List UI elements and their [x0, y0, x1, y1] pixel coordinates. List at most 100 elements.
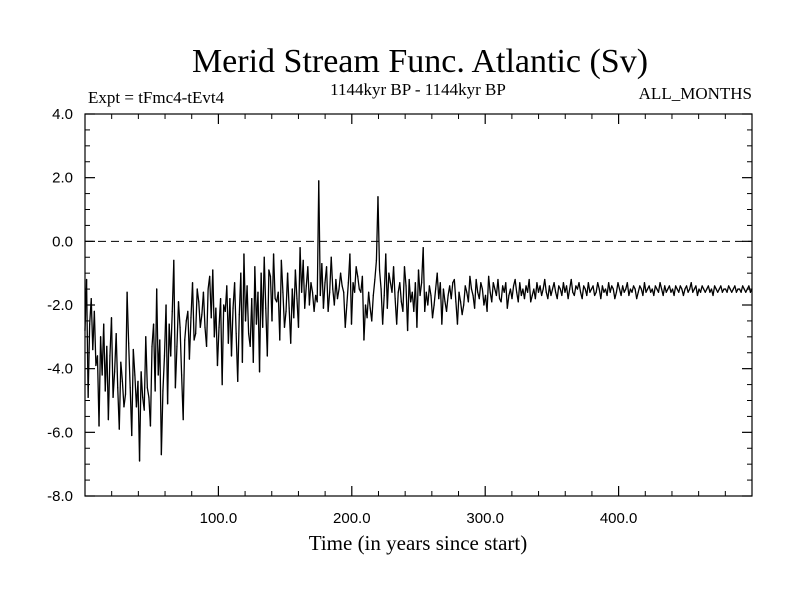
- series-segment: [707, 285, 711, 293]
- series-segment: [534, 282, 538, 300]
- series-segment: [637, 285, 641, 293]
- series-segment: [478, 282, 482, 300]
- series-segment: [617, 282, 621, 290]
- series-segment: [367, 291, 371, 309]
- series-segment: [469, 275, 473, 290]
- series-segment: [107, 355, 111, 421]
- series-segment: [110, 317, 114, 398]
- series-segment: [636, 291, 639, 300]
- series-segment: [433, 288, 437, 306]
- series-segment: [308, 282, 312, 306]
- series-segment: [146, 387, 150, 398]
- series-segment: [282, 291, 286, 328]
- y-tick-label: -4.0: [47, 361, 73, 378]
- series-segment: [173, 259, 177, 389]
- series-segment: [302, 259, 306, 309]
- series-segment: [567, 288, 571, 300]
- series-segment: [283, 310, 287, 328]
- series-segment: [361, 275, 365, 341]
- series-segment: [386, 272, 390, 309]
- series-segment: [467, 275, 471, 303]
- series-segment: [696, 288, 700, 297]
- series-segment: [170, 310, 173, 357]
- series-segment: [318, 180, 321, 297]
- y-tick-label: -8.0: [47, 488, 73, 505]
- series-segment: [690, 282, 694, 293]
- series-segment: [120, 361, 124, 383]
- y-tick-label: 2.0: [52, 170, 73, 187]
- series-segment: [126, 291, 130, 344]
- series-segment: [279, 259, 283, 341]
- series-segment: [327, 291, 331, 313]
- series-segment: [294, 269, 298, 300]
- series-segment: [388, 272, 392, 284]
- series-segment: [241, 253, 245, 363]
- series-segment: [544, 278, 547, 293]
- series-segment: [408, 278, 412, 303]
- series-segment: [156, 288, 159, 376]
- series-segment: [199, 313, 203, 328]
- x-tick-label: 200.0: [333, 510, 371, 527]
- expt-label: Expt = tFmc4-tEvt4: [88, 88, 225, 107]
- series-segment: [191, 282, 195, 341]
- series-segment: [198, 301, 201, 328]
- series-segment: [600, 285, 604, 300]
- plot-frame: [84, 113, 753, 497]
- series-segment: [530, 294, 533, 303]
- series-segment: [712, 285, 716, 297]
- series-segment: [266, 269, 270, 357]
- series-segment: [581, 285, 585, 300]
- series-segment: [377, 196, 381, 271]
- series-segment: [430, 294, 434, 319]
- series-segment: [346, 282, 350, 306]
- series-segment: [216, 326, 220, 367]
- series-segment: [254, 266, 258, 325]
- series-segment: [475, 278, 479, 293]
- series-segment: [252, 266, 256, 363]
- series-segment: [382, 294, 385, 325]
- series-segment: [648, 285, 652, 293]
- series-segment: [453, 278, 457, 303]
- series-segment: [491, 282, 494, 303]
- series-segment: [682, 288, 686, 297]
- series-segment: [431, 304, 435, 319]
- series-segment: [313, 294, 317, 313]
- series-segment: [230, 307, 234, 357]
- series-segment: [160, 390, 164, 456]
- series-segment: [480, 282, 484, 290]
- series-segment: [399, 282, 403, 303]
- series-segment: [673, 285, 677, 297]
- y-tick-label: 4.0: [52, 106, 73, 123]
- series-segment: [132, 348, 136, 376]
- series-segment: [436, 272, 440, 300]
- series-segment: [505, 282, 508, 309]
- series-segment: [193, 332, 197, 341]
- series-segment: [322, 282, 326, 309]
- series-layer: [84, 180, 753, 462]
- series-segment: [597, 282, 600, 290]
- series-segment: [124, 291, 128, 395]
- series-segment: [653, 285, 657, 297]
- y-tick-label: -6.0: [47, 424, 73, 441]
- series-segment: [145, 336, 148, 389]
- series-segment: [500, 285, 504, 303]
- series-segment: [268, 269, 272, 278]
- series-segment: [422, 247, 426, 313]
- series-segment: [188, 317, 192, 360]
- series-segment: [372, 278, 376, 297]
- series-segment: [523, 285, 527, 300]
- series-segment: [350, 282, 354, 325]
- series-segment: [609, 285, 613, 293]
- series-segment: [614, 291, 618, 300]
- series-segment: [720, 285, 724, 293]
- series-segment: [511, 285, 515, 300]
- series-segment: [343, 291, 346, 328]
- series-segment: [626, 282, 630, 297]
- series-segment: [93, 310, 97, 367]
- series-segment: [458, 291, 462, 303]
- series-segment: [473, 278, 477, 309]
- series-segment: [749, 288, 753, 293]
- series-segment: [461, 304, 465, 316]
- series-segment: [98, 336, 102, 427]
- series-segment: [416, 269, 420, 328]
